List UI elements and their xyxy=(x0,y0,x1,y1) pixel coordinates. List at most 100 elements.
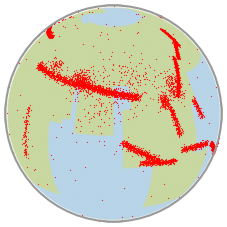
Point xyxy=(146,155,150,158)
Point xyxy=(84,83,87,87)
Point xyxy=(177,55,181,59)
Point xyxy=(70,76,73,80)
Point xyxy=(167,33,171,37)
Point xyxy=(200,142,204,146)
Point xyxy=(161,28,164,32)
Point xyxy=(178,90,181,94)
Point xyxy=(82,70,86,74)
Point xyxy=(119,93,123,96)
Point xyxy=(27,152,30,156)
Point xyxy=(44,67,48,71)
Point xyxy=(125,94,129,97)
Point xyxy=(136,148,140,152)
Point xyxy=(80,125,83,128)
Point xyxy=(209,148,213,152)
Point xyxy=(182,146,186,150)
Point xyxy=(51,35,55,39)
Point xyxy=(118,28,121,31)
Point xyxy=(177,72,180,76)
Point xyxy=(139,151,143,154)
Point xyxy=(24,144,27,147)
Point xyxy=(177,42,180,46)
Point xyxy=(175,67,179,71)
Point xyxy=(114,93,118,96)
Point xyxy=(49,24,53,28)
Point xyxy=(173,59,176,63)
Point xyxy=(49,34,53,38)
Point xyxy=(177,78,180,82)
Point xyxy=(60,75,64,79)
Point xyxy=(135,89,139,93)
Point xyxy=(171,111,175,114)
Point xyxy=(206,139,210,143)
Point xyxy=(130,95,133,99)
Point xyxy=(142,160,146,163)
Point xyxy=(190,147,194,151)
Point xyxy=(63,80,67,83)
Point xyxy=(148,155,151,158)
Point xyxy=(178,88,181,91)
Point xyxy=(175,68,178,72)
Point xyxy=(152,159,156,163)
Point xyxy=(53,22,57,25)
Point xyxy=(163,100,166,104)
Point xyxy=(176,77,180,80)
Point xyxy=(179,149,183,152)
Point xyxy=(152,154,155,158)
Point xyxy=(172,91,176,95)
Point xyxy=(157,156,160,160)
Point xyxy=(196,106,200,109)
Point xyxy=(96,78,99,82)
Point xyxy=(166,32,169,36)
Point xyxy=(173,59,177,63)
Point xyxy=(46,30,50,34)
Point xyxy=(129,147,133,150)
Point xyxy=(83,82,87,86)
Point xyxy=(140,150,143,154)
Point xyxy=(159,95,163,99)
Point xyxy=(126,95,130,98)
Point xyxy=(78,86,82,90)
Point xyxy=(56,75,60,79)
Point xyxy=(48,26,51,30)
Point xyxy=(199,143,202,146)
Point xyxy=(140,92,143,96)
Point xyxy=(176,88,180,92)
Point xyxy=(83,84,86,87)
Point xyxy=(119,71,123,74)
Point xyxy=(213,146,217,150)
Point xyxy=(62,78,66,81)
Point xyxy=(45,29,48,33)
Point xyxy=(211,146,215,149)
Point xyxy=(128,76,131,80)
Point xyxy=(211,143,215,146)
Point xyxy=(69,78,72,82)
Point xyxy=(170,160,173,163)
Point xyxy=(90,84,94,88)
Point xyxy=(159,100,163,104)
Point xyxy=(172,37,175,41)
Point xyxy=(163,97,166,101)
Point xyxy=(74,82,77,86)
Point xyxy=(81,77,84,81)
Point xyxy=(46,29,49,32)
Point xyxy=(72,84,75,88)
Point xyxy=(134,98,138,102)
Point xyxy=(46,26,50,30)
Point xyxy=(60,79,64,83)
Point xyxy=(129,94,133,98)
Point xyxy=(52,71,55,75)
Point xyxy=(98,109,102,113)
Point xyxy=(41,67,45,70)
Point xyxy=(158,160,162,164)
Point xyxy=(109,93,113,97)
Point xyxy=(211,153,215,157)
Point xyxy=(163,105,167,109)
Point xyxy=(173,58,177,62)
Point xyxy=(200,142,204,146)
Point xyxy=(53,62,56,66)
Point xyxy=(203,143,207,147)
Point xyxy=(175,41,179,45)
Point xyxy=(158,14,162,18)
Point xyxy=(138,95,142,98)
